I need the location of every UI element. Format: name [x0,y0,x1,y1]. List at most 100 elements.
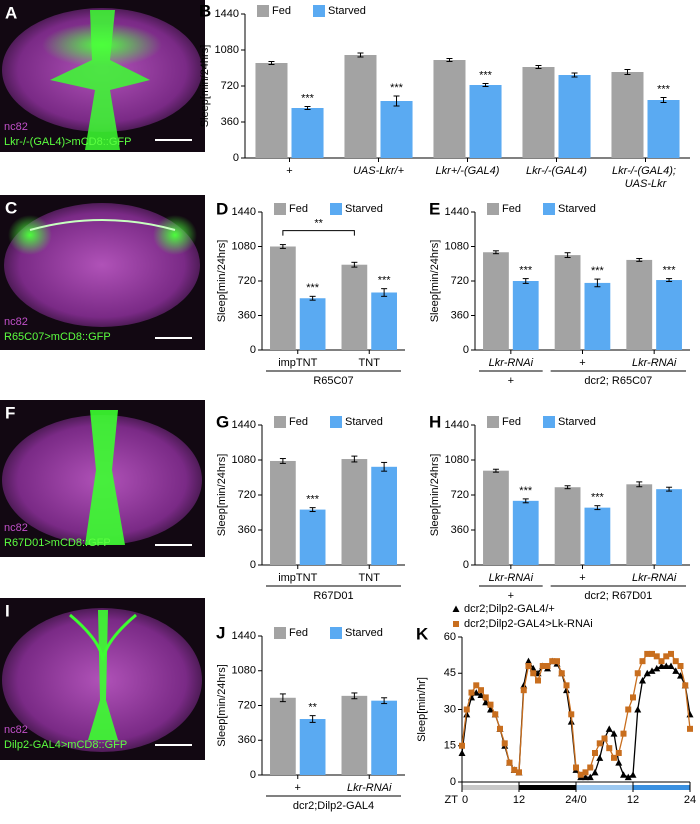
stain-label: nc82 [4,316,28,328]
bar [270,460,296,565]
x-tick-label: TNT [359,572,381,584]
y-tick-label: 1080 [232,240,256,252]
marker [649,650,655,657]
bar [584,282,611,350]
legend-swatch [313,5,325,17]
significance: *** [301,92,315,104]
image-label: Lkr-/-(GAL4)>mCD8::GFP [4,136,131,148]
legend-swatch [330,416,342,428]
legend-swatch [487,203,499,215]
marker [653,653,660,660]
bar [371,466,397,565]
y-axis-label: Sleep[min/24hrs] [216,664,228,747]
marker [639,658,646,665]
marker [563,682,570,689]
marker [668,650,674,657]
marker [677,663,684,669]
marker [587,764,594,771]
marker [643,669,651,677]
y-tick-label: 720 [451,489,469,501]
legend-swatch [274,203,286,215]
x-tick-label: 12 [627,794,639,806]
bar [371,700,397,775]
legend-label: Starved [345,627,383,639]
x-tick-label: 24 [684,794,696,806]
legend-label: dcr2;Dilp2-GAL4>Lk-RNAi [464,618,593,630]
marker [539,663,546,669]
y-tick-label: 0 [463,559,469,571]
marker [658,662,665,669]
bar [554,255,581,350]
x-tick-label: Lkr-RNAi [489,357,534,369]
legend-label: Starved [558,416,596,428]
legend-swatch [274,416,286,428]
marker [615,759,623,766]
bar [647,100,680,158]
y-axis-label: Sleep[min/hr] [416,677,428,742]
bar [656,489,682,565]
image-label: Dilp2-GAL4>mCD8::GFP [4,739,127,751]
marker [549,658,556,665]
group-label: dcr2; R65C07 [584,375,652,387]
y-axis-label: Sleep[min/24hrs] [429,240,441,323]
x-axis-label: ZT [445,794,459,806]
significance: *** [591,265,605,277]
bar [341,695,368,775]
legend-label: Fed [502,416,521,428]
bar [469,85,502,158]
y-tick-label: 720 [221,80,239,92]
stain-label: nc82 [4,724,28,736]
x-tick-label: Lkr-RNAi [489,572,534,584]
marker [525,657,532,665]
y-axis-label: Sleep[min/24hrs] [429,454,441,537]
marker [639,677,646,684]
y-tick-label: 720 [238,489,256,501]
panel-letter: G [216,412,229,431]
panel-letter: C [5,198,17,217]
y-tick-label: 0 [250,769,256,781]
bar [512,281,539,350]
y-tick-label: 720 [238,275,256,287]
legend-swatch [487,416,499,428]
legend-swatch [330,627,342,639]
y-tick-label: 360 [238,734,256,746]
x-tick-label: TNT [359,357,381,369]
marker [530,670,537,677]
marker [629,771,637,778]
panel-letter: J [216,623,225,642]
marker [596,754,604,761]
bar [522,67,555,158]
marker [615,750,622,756]
group-label: dcr2;Dilp2-GAL4 [293,800,374,812]
y-tick-label: 1440 [232,630,256,642]
bar [270,246,296,350]
marker [482,694,489,701]
marker [601,735,608,742]
marker [677,672,684,679]
x-tick-label: Lkr-RNAi [632,572,677,584]
image-label: R67D01>mCD8::GFP [4,537,111,549]
marker [620,771,627,778]
stain-label: nc82 [4,522,28,534]
y-tick-label: 360 [238,309,256,321]
significance: *** [519,265,533,277]
legend-label: Fed [289,627,308,639]
y-tick-label: 1440 [445,419,469,431]
marker [624,773,632,781]
bar [433,60,466,158]
bar [554,487,581,565]
y-tick-label: 45 [444,667,456,679]
marker [544,663,551,669]
group-label: + [508,375,514,387]
significance: *** [378,275,392,287]
marker [563,686,570,694]
marker [487,706,494,713]
marker [473,682,480,689]
bar [371,292,397,350]
marker [620,730,627,737]
marker [520,687,527,694]
y-tick-label: 0 [250,559,256,571]
x-tick-label: UAS-Lkr/+ [353,165,405,177]
marker [554,658,560,665]
